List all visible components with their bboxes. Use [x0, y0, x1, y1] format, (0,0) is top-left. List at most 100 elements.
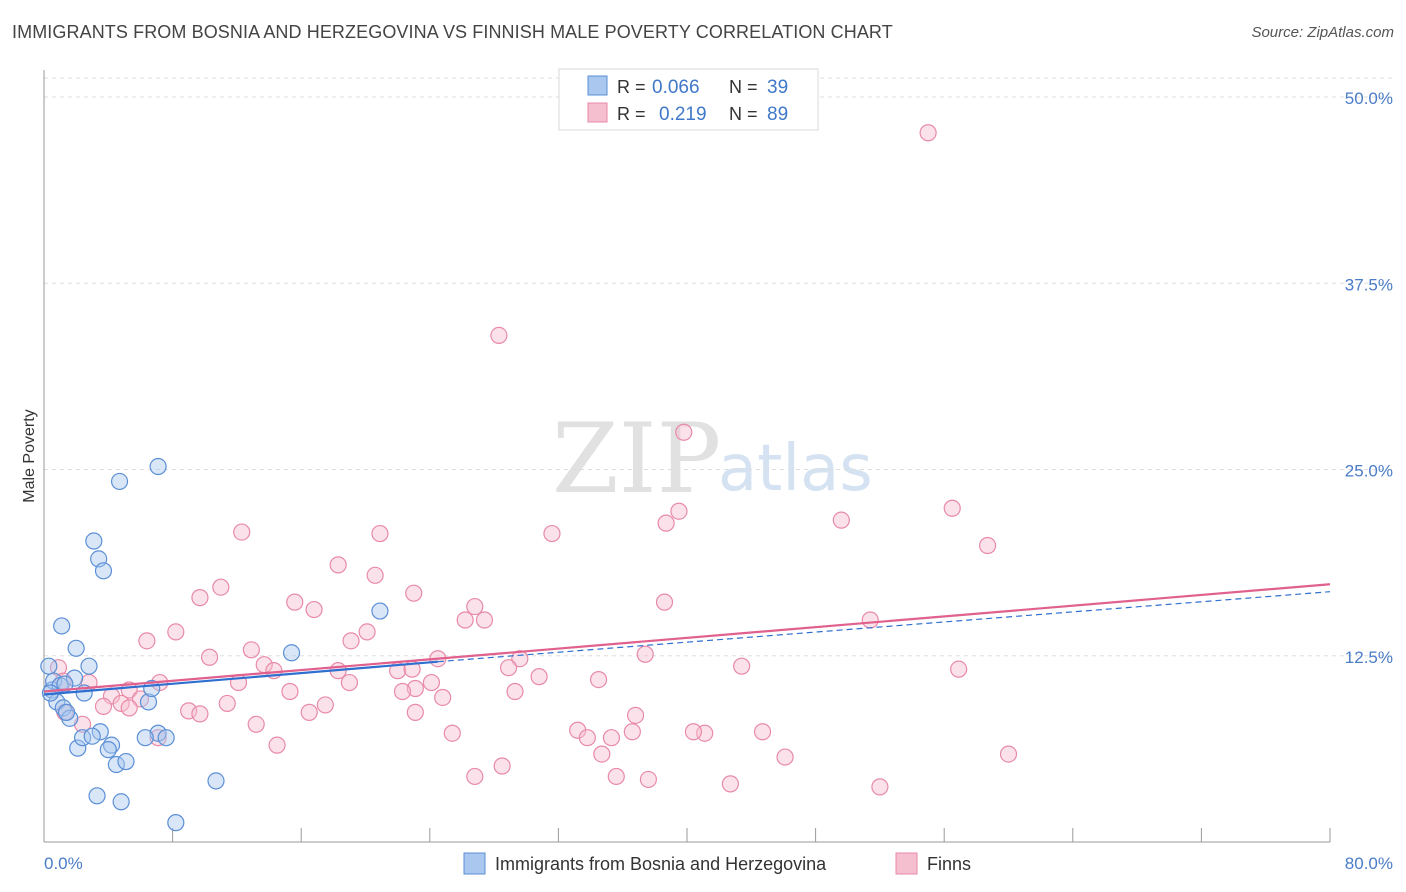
- scatter-point: [753, 723, 772, 741]
- scatter-point: [943, 499, 961, 517]
- scatter-point: [832, 511, 850, 529]
- y-tick-label: 50.0%: [1345, 89, 1393, 108]
- scatter-point: [393, 682, 412, 701]
- scatter-point: [139, 693, 158, 711]
- scatter-point: [149, 457, 167, 476]
- scatter-point: [434, 688, 452, 707]
- y-tick-labels: 12.5% 25.0% 37.5% 50.0%: [1345, 89, 1393, 667]
- scatter-point: [212, 578, 230, 596]
- scatter-point: [358, 623, 376, 641]
- scatter-point: [67, 639, 85, 657]
- scatter-point: [233, 523, 251, 541]
- scatter-point: [167, 814, 185, 832]
- scatter-point: [593, 745, 611, 763]
- y-tick-label: 25.0%: [1345, 462, 1393, 481]
- chart-title: IMMIGRANTS FROM BOSNIA AND HERZEGOVINA V…: [12, 22, 893, 42]
- scatter-point: [999, 745, 1018, 763]
- scatter-point: [191, 705, 209, 723]
- scatter-point: [371, 524, 389, 543]
- legend-swatch-pink: [587, 102, 608, 123]
- legend-n-label-1: N =: [729, 77, 758, 97]
- series-legend-label-finns: Finns: [927, 854, 971, 874]
- scatter-point: [167, 623, 185, 641]
- x-tick-label-min: 0.0%: [44, 854, 83, 873]
- scatter-point: [316, 696, 334, 714]
- scatter-point: [657, 514, 675, 532]
- scatter-point: [207, 772, 225, 790]
- legend-r-value-2: 0.219: [659, 104, 707, 125]
- trend-line-bosnia: [43, 660, 438, 696]
- trend-line-finns: [43, 583, 1331, 693]
- scatter-point: [281, 682, 299, 701]
- legend-r-label-1: R =: [617, 77, 646, 97]
- scatter-point: [626, 706, 645, 724]
- scatter-point: [83, 727, 101, 745]
- scatter-point: [342, 632, 360, 650]
- scatter-point: [40, 657, 58, 675]
- y-axis-label: Male Poverty: [21, 409, 38, 502]
- scatter-point: [466, 767, 484, 786]
- scatter-point: [80, 657, 98, 675]
- scatter-point: [543, 524, 561, 543]
- scatter-point: [979, 536, 997, 555]
- legend-r-label-2: R =: [617, 104, 646, 124]
- scatter-point: [94, 562, 113, 580]
- scatter-point: [329, 556, 347, 574]
- y-tick-label: 37.5%: [1345, 275, 1393, 294]
- scatter-point: [499, 659, 518, 677]
- scatter-point: [200, 648, 219, 666]
- legend-n-label-2: N =: [729, 104, 758, 124]
- scatter-point: [589, 670, 608, 689]
- scatter-point: [670, 502, 688, 520]
- bosnia-points: [40, 457, 389, 832]
- scatter-point: [530, 668, 548, 686]
- scatter-point: [776, 748, 794, 766]
- correlation-legend: R = 0.066 N = 39 R = 0.219 N = 89: [558, 68, 819, 131]
- scatter-point: [107, 755, 125, 774]
- scatter-point: [578, 729, 596, 747]
- scatter-point: [117, 752, 135, 771]
- scatter-point: [456, 611, 474, 629]
- scatter-point: [636, 645, 654, 663]
- scatter-point: [443, 724, 461, 742]
- series-legend: Immigrants from Bosnia and Herzegovina F…: [463, 852, 971, 875]
- scatter-point: [950, 660, 968, 678]
- series-legend-swatch-pink: [895, 852, 918, 875]
- scatter-point: [405, 584, 423, 602]
- scatter-point: [623, 723, 641, 741]
- scatter-point: [57, 703, 76, 721]
- scatter-point: [138, 632, 156, 650]
- scatter-point: [493, 757, 511, 775]
- scatter-point: [53, 617, 71, 635]
- watermark-zip: ZIP: [552, 403, 721, 515]
- scatter-point: [406, 703, 424, 721]
- scatter-point: [371, 602, 389, 620]
- scatter-point: [675, 423, 693, 441]
- scatter-point: [466, 597, 484, 616]
- scatter-point: [242, 641, 260, 659]
- scatter-point: [639, 770, 658, 789]
- x-tick-label-max: 80.0%: [1345, 854, 1393, 873]
- scatter-point: [65, 669, 84, 687]
- x-axis-ticks: [172, 828, 1331, 842]
- scatter-point: [655, 593, 674, 611]
- scatter-point: [490, 326, 508, 344]
- scatter-point: [120, 699, 138, 717]
- scatter-point: [282, 644, 301, 662]
- trend-line-bosnia-extension: [437, 591, 1331, 663]
- legend-n-value-1: 39: [767, 77, 788, 98]
- scatter-point: [919, 124, 937, 142]
- scatter-point: [366, 566, 384, 584]
- scatter-point: [268, 736, 286, 754]
- gridlines: [44, 77, 1393, 657]
- scatter-point: [149, 724, 167, 742]
- scatter-point: [191, 589, 209, 607]
- scatter-point: [871, 778, 889, 796]
- scatter-point: [94, 697, 113, 716]
- scatter-point: [99, 741, 117, 759]
- scatter-point: [157, 729, 175, 747]
- scatter-point: [88, 787, 106, 805]
- trend-lines: [43, 583, 1331, 696]
- scatter-point: [110, 472, 129, 491]
